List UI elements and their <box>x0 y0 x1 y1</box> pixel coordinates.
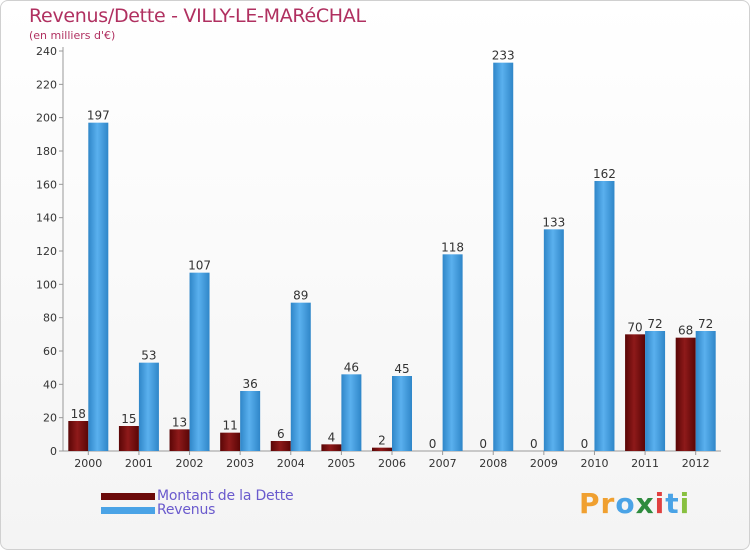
data-label-revenus-2004: 89 <box>293 289 308 303</box>
logo-letter: t <box>665 487 680 520</box>
chart-subtitle: (en milliers d'€) <box>29 29 116 42</box>
x-tick-label-2007: 2007 <box>429 457 457 470</box>
bar-revenus-2001 <box>138 362 159 451</box>
y-tick-label: 160 <box>36 178 57 191</box>
bar-revenus-2006 <box>392 376 412 451</box>
data-label-revenus-2006: 45 <box>394 362 409 376</box>
logo-letter: x <box>635 487 655 520</box>
chart-title: Revenus/Dette - VILLY-LE-MARéCHAL <box>29 5 366 27</box>
legend-swatch-revenus <box>101 506 155 514</box>
bar-revenus-2002 <box>189 272 210 451</box>
bar-debt-2000 <box>68 421 89 451</box>
x-tick-label-2005: 2005 <box>327 457 355 470</box>
logo-letter: P <box>579 487 601 520</box>
data-label-debt-2008: 0 <box>479 437 487 451</box>
bar-revenus-2005 <box>341 374 362 451</box>
x-tick-label-2010: 2010 <box>580 457 608 470</box>
data-label-debt-2012: 68 <box>678 324 693 338</box>
logo-letter: o <box>615 487 636 520</box>
bar-debt-2006 <box>372 447 392 451</box>
legend-swatch-debt <box>101 492 155 500</box>
y-tick-label: 120 <box>36 245 57 258</box>
data-label-debt-2002: 13 <box>172 415 187 429</box>
proxiti-logo: Proxiti <box>579 487 690 520</box>
x-tick-label-2003: 2003 <box>226 457 254 470</box>
x-tick-label-2012: 2012 <box>682 457 710 470</box>
bar-revenus-2012 <box>695 331 716 451</box>
data-label-revenus-2010: 162 <box>593 167 616 181</box>
logo-letter: i <box>654 487 666 520</box>
bar-revenus-2004 <box>290 302 311 451</box>
x-tick-label-2008: 2008 <box>479 457 507 470</box>
logo-letter: i <box>679 487 691 520</box>
data-label-revenus-2000: 197 <box>87 109 110 123</box>
bar-debt-2011 <box>625 334 646 451</box>
bar-revenus-2000 <box>88 122 109 452</box>
x-tick-label-2000: 2000 <box>74 457 102 470</box>
data-label-revenus-2011: 72 <box>647 317 662 331</box>
data-label-revenus-2001: 53 <box>141 349 156 363</box>
bar-debt-2004 <box>270 441 291 451</box>
y-tick-label: 180 <box>36 145 57 158</box>
data-label-debt-2000: 18 <box>71 407 86 421</box>
x-tick-label-2006: 2006 <box>378 457 406 470</box>
y-tick-label: 80 <box>43 312 57 325</box>
bar-debt-2012 <box>675 337 696 451</box>
data-label-debt-2001: 15 <box>121 412 136 426</box>
bar-revenus-2011 <box>645 331 666 451</box>
legend-item-debt: Montant de la Dette <box>101 488 294 504</box>
data-label-revenus-2005: 46 <box>344 360 359 374</box>
logo-letter: r <box>600 487 616 520</box>
bar-revenus-2003 <box>240 391 261 451</box>
x-tick-label-2011: 2011 <box>631 457 659 470</box>
bar-debt-2001 <box>118 426 139 451</box>
bar-debt-2005 <box>321 444 342 451</box>
legend-label-debt: Montant de la Dette <box>157 488 294 504</box>
data-label-debt-2004: 6 <box>277 427 285 441</box>
x-tick-label-2001: 2001 <box>125 457 153 470</box>
data-label-debt-2007: 0 <box>429 437 437 451</box>
x-tick-label-2002: 2002 <box>176 457 204 470</box>
bar-debt-2003 <box>220 432 241 451</box>
data-label-revenus-2007: 118 <box>441 240 464 254</box>
y-tick-label: 20 <box>43 412 57 425</box>
data-label-revenus-2002: 107 <box>188 259 211 273</box>
x-tick-label-2009: 2009 <box>530 457 558 470</box>
y-tick-label: 200 <box>36 112 57 125</box>
bar-debt-2002 <box>169 429 190 451</box>
y-tick-label: 60 <box>43 345 57 358</box>
data-label-debt-2010: 0 <box>581 437 589 451</box>
bar-revenus-2010 <box>594 181 615 451</box>
legend-label-revenus: Revenus <box>157 502 216 518</box>
data-label-revenus-2003: 36 <box>243 377 258 391</box>
bar-revenus-2007 <box>442 254 463 451</box>
y-tick-label: 140 <box>36 212 57 225</box>
data-label-revenus-2009: 133 <box>542 215 565 229</box>
data-label-debt-2011: 70 <box>627 320 642 334</box>
y-tick-label: 220 <box>36 78 57 91</box>
x-tick-label-2004: 2004 <box>277 457 305 470</box>
data-label-debt-2006: 2 <box>378 434 386 448</box>
y-tick-label: 100 <box>36 278 57 291</box>
bar-revenus-2009 <box>543 229 564 451</box>
data-label-debt-2003: 11 <box>223 419 238 433</box>
data-label-revenus-2012: 72 <box>698 317 713 331</box>
y-tick-label: 240 <box>36 45 57 58</box>
bar-revenus-2008 <box>493 62 514 452</box>
y-tick-label: 0 <box>50 445 57 458</box>
data-label-revenus-2008: 233 <box>492 49 515 63</box>
legend-item-revenus: Revenus <box>101 502 215 518</box>
y-tick-label: 40 <box>43 378 57 391</box>
data-label-debt-2005: 4 <box>328 430 336 444</box>
data-label-debt-2009: 0 <box>530 437 538 451</box>
